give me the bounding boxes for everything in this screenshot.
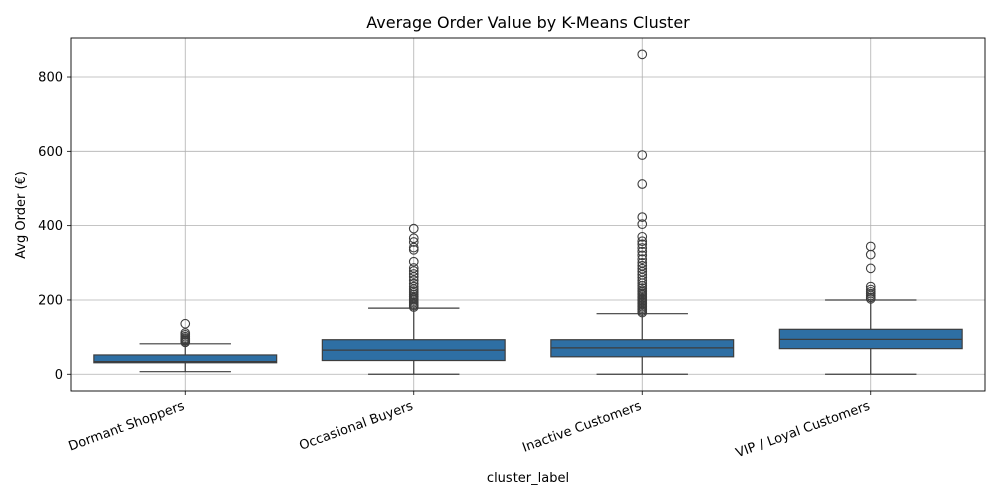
outlier-1-24 <box>408 223 419 234</box>
y-ticks: 0 200 400 600 800 <box>38 71 71 383</box>
box-group-0 <box>93 318 278 373</box>
y-axis-label: Avg Order (€) <box>14 171 29 259</box>
y-tick-label-0: 0 <box>55 368 63 383</box>
outlier-2-26 <box>637 254 648 264</box>
outlier-1-14 <box>408 275 419 286</box>
outlier-2-34 <box>637 212 648 222</box>
box-group-2 <box>550 49 735 375</box>
outlier-1-12 <box>408 281 419 292</box>
outlier-3-6 <box>865 281 876 292</box>
outlier-1-23 <box>408 233 419 244</box>
box-0 <box>93 354 278 364</box>
box-group-1 <box>321 223 506 375</box>
outlier-2-29 <box>637 243 648 253</box>
plot-frame <box>70 37 986 392</box>
y-tick-label-4: 800 <box>38 71 63 86</box>
x-tick-label-2: Inactive Customers <box>520 399 643 456</box>
y-tick-label-1: 200 <box>38 293 63 308</box>
outlier-1-16 <box>408 269 419 279</box>
outlier-2-30 <box>637 239 648 250</box>
plot-boxes <box>93 49 963 375</box>
box-group-3 <box>778 241 963 375</box>
outlier-2-28 <box>637 246 648 257</box>
chart-title: Average Order Value by K-Means Cluster <box>366 13 690 32</box>
x-ticks: Dormant Shoppers Occasional Buyers Inactiv… <box>67 391 872 462</box>
outlier-3-9 <box>865 241 876 252</box>
outlier-1-18 <box>408 263 419 273</box>
x-tick-label-1: Occasional Buyers <box>297 399 415 454</box>
outlier-2-32 <box>637 231 648 242</box>
outlier-2-31 <box>637 236 648 247</box>
outlier-0-8 <box>180 318 191 329</box>
x-tick-label-0: Dormant Shoppers <box>67 399 187 455</box>
x-tick-label-3: VIP / Loyal Customers <box>734 399 872 462</box>
outlier-0-7 <box>180 328 191 338</box>
outlier-1-22 <box>408 237 419 247</box>
x-axis-label: cluster_label <box>487 471 569 486</box>
outlier-1-21 <box>408 242 419 253</box>
outlier-2-33 <box>637 219 648 230</box>
outlier-2-37 <box>637 49 648 60</box>
y-tick-label-3: 600 <box>38 145 63 160</box>
outlier-2-35 <box>637 179 648 189</box>
y-tick-label-2: 400 <box>38 219 63 234</box>
outlier-2-24 <box>637 260 648 271</box>
outlier-2-25 <box>637 257 648 268</box>
outlier-2-27 <box>637 250 648 261</box>
outlier-1-19 <box>408 256 419 267</box>
outlier-2-36 <box>637 150 648 160</box>
outlier-3-7 <box>865 263 876 274</box>
outlier-1-17 <box>408 266 419 276</box>
outlier-3-5 <box>865 284 876 295</box>
outlier-1-13 <box>408 278 419 289</box>
outlier-2-23 <box>637 263 648 274</box>
